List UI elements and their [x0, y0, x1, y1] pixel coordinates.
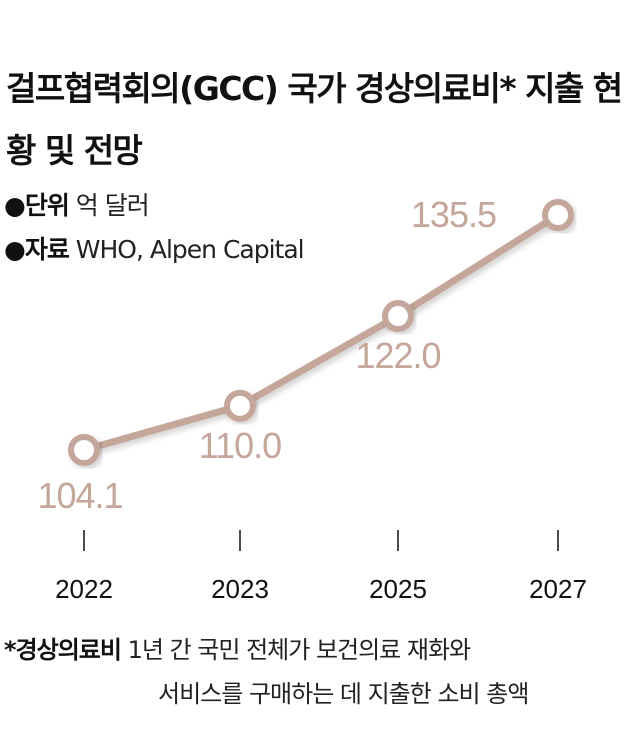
data-point-2027 [542, 199, 574, 231]
data-label-2025: 122.0 [355, 335, 440, 376]
source-value: WHO, Alpen Capital [75, 235, 305, 264]
unit-value: 억 달러 [75, 191, 150, 220]
data-point-2022 [68, 434, 100, 466]
x-tick-label-2025: 2025 [369, 574, 427, 604]
data-point-2023 [224, 389, 256, 422]
series-line [80, 211, 562, 454]
data-label-2022: 104.1 [37, 475, 122, 516]
chart-title: 걸프협력회의(GCC) 국가 경상의료비* 지출 현황 및 전망 [6, 69, 623, 170]
unit-line: ●단위 억 달러 [4, 190, 150, 222]
footnote-key: *경상의료비 [4, 636, 122, 664]
data-label-2027: 135.5 [411, 194, 496, 235]
x-tick-label-2023: 2023 [211, 574, 269, 604]
data-label-2023: 110.0 [199, 425, 281, 466]
source-line: ●자료 WHO, Alpen Capital [4, 234, 305, 266]
data-point-2025 [382, 300, 414, 333]
footnote-line-1: 1년 간 국민 전체가 보건의료 재화와 [127, 636, 472, 664]
unit-key: ●단위 [4, 191, 70, 220]
footnote-line-2: 서비스를 구매하는 데 지출한 소비 총액 [158, 680, 529, 708]
source-key: ●자료 [4, 235, 70, 264]
x-tick-label-2027: 2027 [529, 574, 587, 604]
footnote: *경상의료비 1년 간 국민 전체가 보건의료 재화와 서비스를 구매하는 데 … [4, 628, 636, 716]
x-tick-label-2022: 2022 [55, 574, 113, 604]
